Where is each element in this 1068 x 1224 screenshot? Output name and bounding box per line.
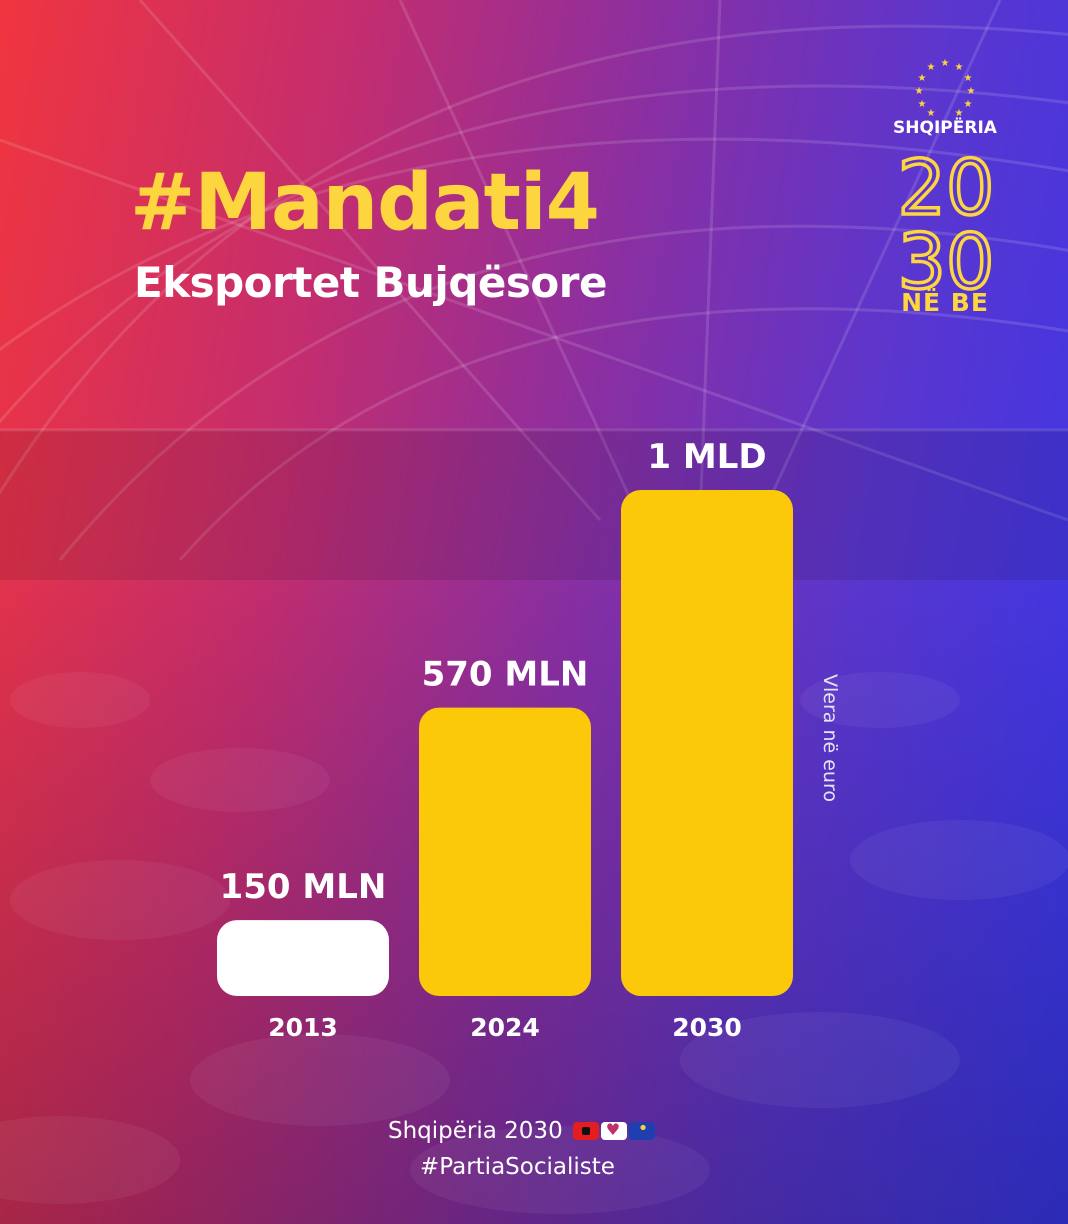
footer-hashtag: #PartiaSocialiste [420,1154,615,1180]
svg-text:★: ★ [918,99,927,110]
category-label-2013: 2013 [268,1013,338,1042]
svg-text:★: ★ [964,99,973,110]
svg-text:★: ★ [967,86,976,97]
bar-2013 [217,920,389,996]
page-title: #Mandati4 [130,158,600,248]
shqiperia-2030-logo: ★ ★ ★ ★ ★ ★ ★ ★ ★ ★ ★ SHQIPËRIA 20 30 NË… [880,52,1010,318]
footer-emoji-row [572,1118,655,1140]
y-axis-label: Vlera në euro [819,674,841,802]
svg-text:★: ★ [955,108,964,118]
category-label-2024: 2024 [470,1013,540,1042]
bar-2030 [621,490,793,996]
heart-hands-icon [600,1120,627,1140]
logo-brand-text: SHQIPËRIA [893,118,997,138]
page-subtitle: Eksportet Bujqësore [134,258,607,307]
svg-text:★: ★ [918,73,927,84]
eu-flag-icon [628,1118,655,1140]
svg-text:★: ★ [941,58,950,69]
svg-text:★: ★ [927,108,936,118]
value-label-2030: 1 MLD [647,437,766,477]
logo-number-bottom: 30 [898,217,995,292]
bar-2024 [419,707,591,996]
albania-flag-icon [572,1122,599,1140]
category-label-2030: 2030 [672,1013,742,1042]
logo-tagline: NË BE [901,288,989,317]
eu-stars-icon: ★ ★ ★ ★ ★ ★ ★ ★ ★ ★ ★ [915,58,976,119]
value-label-2024: 570 MLN [422,655,589,695]
footer-line-1: Shqipëria 2030 [388,1118,655,1144]
svg-text:★: ★ [964,73,973,84]
bars-group: 150 MLN 2013 570 MLN 2024 1 MLD 2030 [217,437,793,1042]
footer-brand-text: Shqipëria 2030 [388,1118,563,1144]
svg-text:★: ★ [955,62,964,73]
logo-number-top: 20 [898,143,995,232]
logo-number: 20 30 [896,142,996,292]
value-label-2013: 150 MLN [220,867,387,907]
svg-text:★: ★ [915,86,924,97]
svg-text:★: ★ [927,62,936,73]
